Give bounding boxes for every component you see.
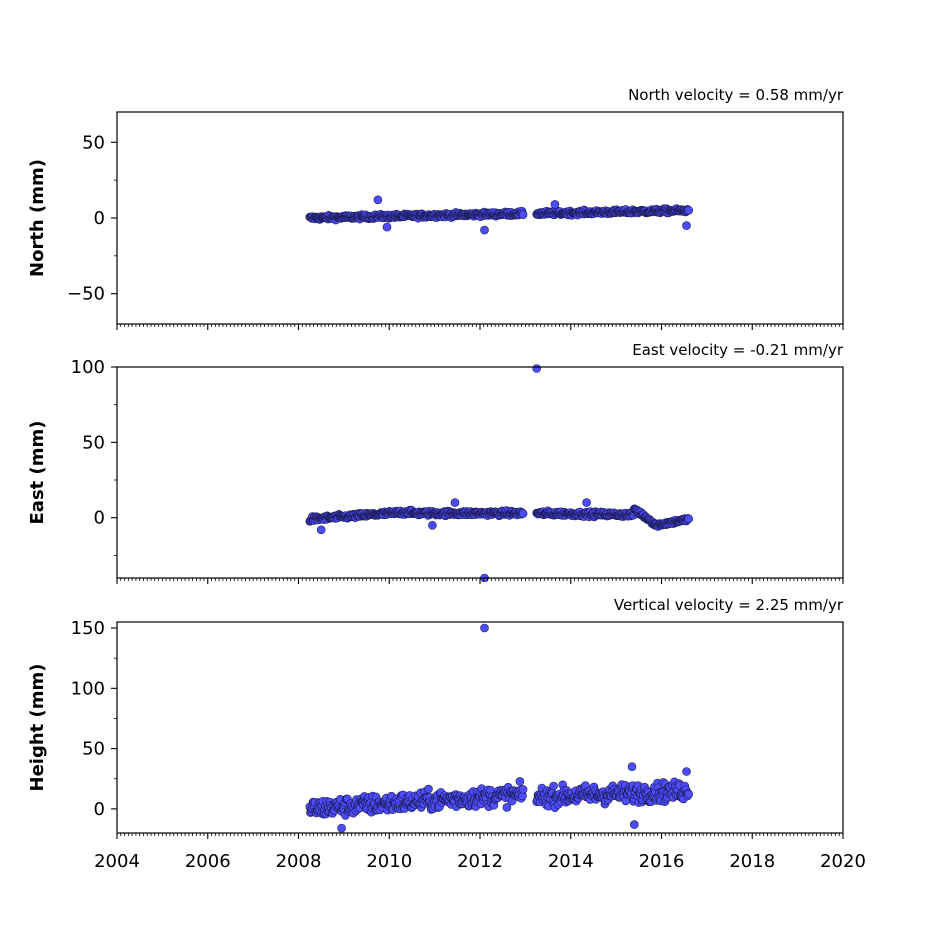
north-velocity-title: North velocity = 0.58 mm/yr (628, 86, 844, 104)
north-points (305, 195, 694, 235)
y-tick-label: 0 (94, 208, 105, 229)
x-tick-label: 2018 (729, 851, 775, 872)
x-tick-label: 2006 (185, 851, 231, 872)
outlier-point (582, 498, 591, 507)
outlier-point (450, 498, 460, 507)
data-point (684, 789, 694, 799)
y-tick-label: 0 (94, 799, 105, 820)
y-tick-label: 50 (82, 132, 105, 153)
north-panel: 50 0 −50 North velocity = 0.58 mm/yr North (… (27, 86, 844, 330)
x-tick-label: 2012 (457, 851, 503, 872)
outlier-point (550, 200, 560, 209)
outlier-point (682, 221, 691, 230)
x-tick-label: 2020 (820, 851, 866, 872)
outlier-point (627, 762, 637, 772)
height-points (305, 623, 694, 833)
east-points (305, 364, 694, 582)
height-y-axis-label: Height (mm) (27, 664, 48, 792)
outlier-point (532, 364, 542, 373)
east-y-axis-label: East (mm) (27, 421, 48, 525)
outlier-point (382, 222, 392, 232)
data-point (518, 210, 528, 219)
y-tick-label: −50 (67, 284, 105, 305)
outlier-point (480, 225, 489, 235)
y-tick-label: 0 (94, 508, 105, 529)
outlier-point (428, 520, 437, 530)
data-point (518, 509, 528, 518)
data-point (684, 514, 694, 524)
y-tick-label: 100 (71, 357, 105, 378)
outlier-point (682, 767, 691, 776)
x-tick-label: 2004 (94, 851, 140, 872)
north-y-axis-label: North (mm) (27, 159, 48, 277)
x-tick-label: 2014 (548, 851, 594, 872)
outlier-point (373, 195, 383, 205)
data-point (684, 206, 694, 215)
height-velocity-title: Vertical velocity = 2.25 mm/yr (614, 596, 844, 614)
x-tick-label: 2010 (366, 851, 412, 872)
x-tick-label: 2016 (639, 851, 685, 872)
outlier-point (337, 823, 346, 833)
data-point (549, 781, 558, 791)
x-tick-label: 2008 (276, 851, 322, 872)
data-point (424, 784, 433, 794)
data-point (518, 785, 528, 794)
y-tick-label: 50 (82, 739, 105, 760)
outlier-point (480, 623, 489, 633)
y-tick-label: 150 (71, 618, 105, 639)
data-point (502, 803, 512, 812)
outlier-point (316, 525, 326, 535)
east-axes-frame (116, 366, 844, 579)
east-velocity-title: East velocity = -0.21 mm/yr (632, 341, 844, 359)
east-panel: 100 50 0 East velocity = -0.21 mm/yr East (m… (27, 341, 844, 584)
y-tick-label: 100 (71, 678, 105, 699)
data-point (515, 777, 525, 786)
y-tick-label: 50 (82, 432, 105, 453)
height-panel: 150 100 50 0 2004 2006 2008 2010 2012 2014 2016 201… (27, 596, 866, 872)
outlier-point (629, 820, 639, 829)
